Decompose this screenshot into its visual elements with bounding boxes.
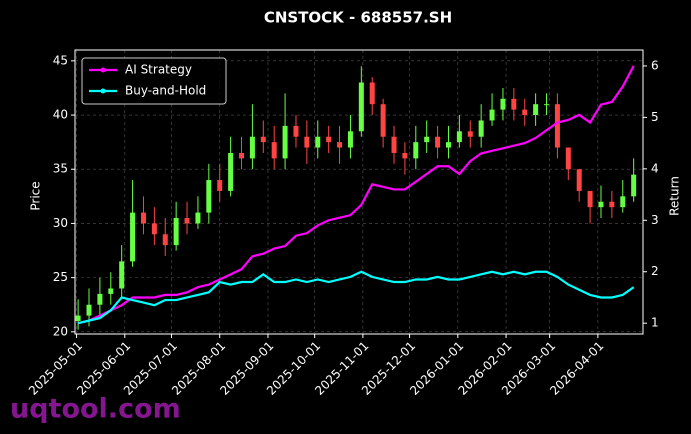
candle-body [195,212,201,224]
legend: AI Strategy Buy-and-Hold [81,57,227,105]
candle-body [456,131,462,143]
plot-frame [74,49,644,335]
watermark: uqtool.com [10,394,181,425]
candle-body [184,218,190,224]
candle-body [293,125,299,137]
candle-body [544,104,550,106]
candle-body [249,136,255,159]
candle-body [206,180,212,213]
candle-body [522,109,528,116]
candle-body [511,98,517,110]
candle-body [391,136,397,153]
candle-body [228,152,234,191]
y-tick-label: 35 [53,162,68,176]
line-series [77,65,635,325]
legend-label: AI Strategy [125,63,192,77]
candle-body [260,136,266,143]
y-tick-label: 25 [53,270,68,284]
candle-body [271,142,277,159]
y2-tick-label: 2 [651,264,659,278]
candle-body [424,136,430,143]
y-tick-label: 20 [53,324,68,338]
candle-body [500,98,506,110]
candle-body [576,169,582,191]
candle-body [533,104,539,116]
candle-body [369,82,375,105]
candle-body [347,131,353,148]
y2-tick-label: 1 [651,316,659,330]
legend-marker [100,88,106,94]
candle-body [358,82,364,132]
candle-body [489,109,495,121]
candle-body [337,142,343,148]
candle-body [631,174,637,197]
y2-axis-label: Return [668,176,682,216]
y2-tick-label: 3 [651,213,659,227]
line-series [77,270,635,325]
candle-body [609,201,615,208]
chart-title: CNSTOCK - 688557.SH [264,9,452,27]
candle-body [380,104,386,137]
candle-body [108,288,114,294]
candle-body [620,196,626,208]
y2-tick-label: 5 [651,110,659,124]
candle-body [326,136,332,143]
candle-body [217,180,223,191]
y2-tick-label: 4 [651,161,659,175]
candle-body [239,152,245,159]
candle-body [97,293,103,305]
candle-body [402,152,408,159]
legend-marker [100,67,106,73]
y-tick-label: 45 [53,53,68,67]
candle-body [130,212,136,262]
candle-body [151,223,157,235]
candle-body [435,136,441,148]
candle-body [587,190,593,208]
candle-body [304,136,310,148]
candle-body [119,261,125,289]
candle-body [478,120,484,137]
candle-body [86,304,92,316]
y-tick-label: 30 [53,216,68,230]
candle-body [315,136,321,148]
y-tick-label: 40 [53,108,68,122]
candle-body [75,315,81,321]
y-axis-label: Price [29,181,43,210]
candle-body [282,125,288,159]
y2-tick-label: 6 [651,58,659,72]
candle-body [445,142,451,148]
candle-body [598,201,604,208]
candle-body [554,104,560,148]
legend-box [81,57,227,105]
candle-body [467,131,473,137]
candle-body [173,218,179,246]
candle-body [162,234,168,246]
legend-label: Buy-and-Hold [125,84,206,98]
candle-body [565,147,571,170]
candle-body [140,212,146,224]
candle-body [413,142,419,159]
